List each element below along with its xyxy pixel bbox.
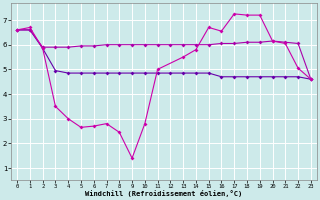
X-axis label: Windchill (Refroidissement éolien,°C): Windchill (Refroidissement éolien,°C) <box>85 190 243 197</box>
